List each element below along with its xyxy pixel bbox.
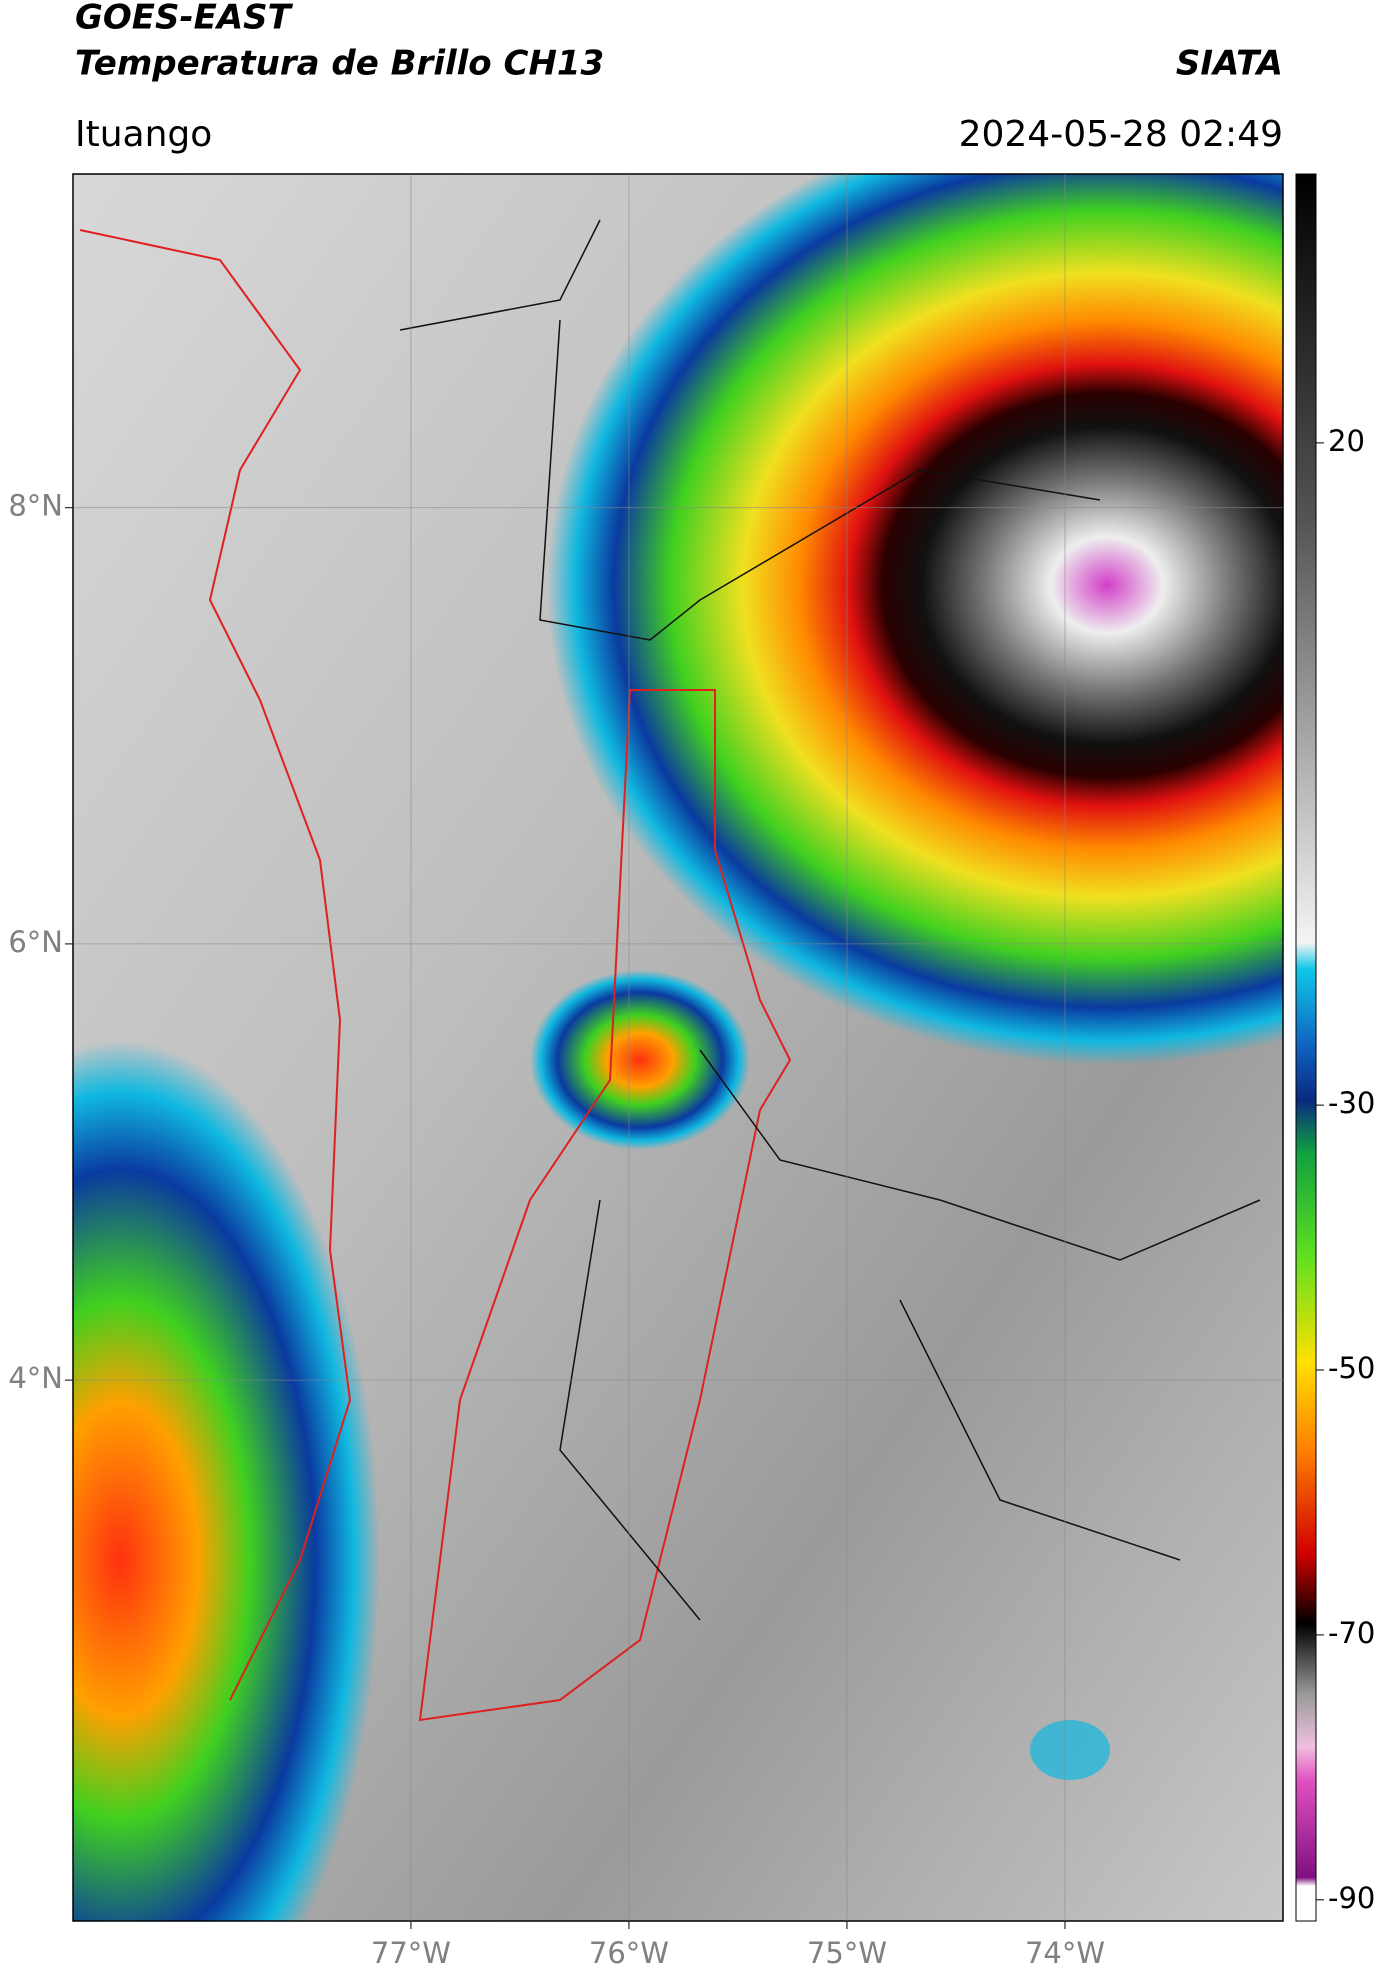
datetime: 2024-05-28 02:49	[959, 114, 1283, 155]
map-frame	[72, 173, 1284, 1922]
x-tick-label: 74°W	[1025, 1936, 1105, 1970]
map-image	[73, 174, 1283, 1921]
colorbar	[1295, 173, 1317, 1922]
colorbar-label: -70	[1328, 1616, 1375, 1650]
y-tick-label: 8°N	[8, 489, 63, 523]
subtitle: Temperatura de Brillo CH13	[75, 44, 604, 84]
x-tick-label: 76°W	[589, 1936, 669, 1970]
location: Ituango	[75, 114, 212, 155]
x-tick-label: 75°W	[807, 1936, 887, 1970]
colorbar-label: -50	[1328, 1351, 1375, 1385]
x-tick-label: 77°W	[371, 1936, 451, 1970]
source: SIATA	[1176, 44, 1283, 84]
colorbar-label: -30	[1328, 1086, 1375, 1120]
colorbar-label: -90	[1328, 1881, 1375, 1915]
y-tick-label: 4°N	[8, 1361, 63, 1395]
title: GOES-EAST	[75, 0, 294, 38]
colorbar-label: 20	[1328, 424, 1365, 458]
y-tick-label: 6°N	[8, 925, 63, 959]
